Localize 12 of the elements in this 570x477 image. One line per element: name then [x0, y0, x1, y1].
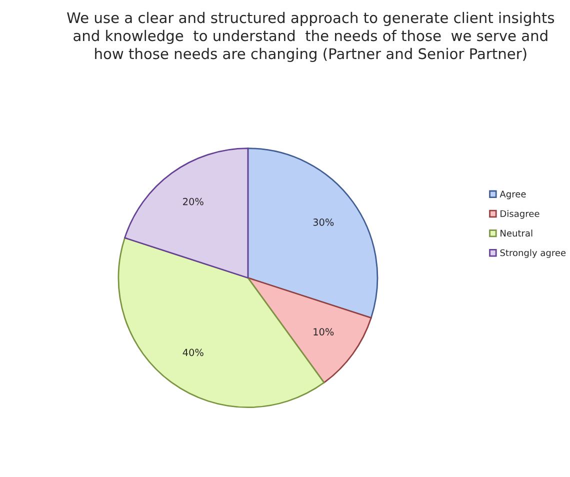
chart-title: We use a clear and structured approach to generate client insights and knowledge to understand the needs of those we serve and how those needs are changing (Partner and Senior Partner): [67, 12, 554, 62]
legend-label: Disagree: [500, 210, 540, 219]
legend-label: Neutral: [500, 230, 532, 237]
data-label: 10%: [314, 328, 334, 336]
pie-slice: [247, 148, 378, 319]
legend-label: Agree: [500, 190, 526, 200]
pie-slice: [124, 148, 249, 279]
pie-slice: [247, 277, 372, 384]
data-label: 40%: [182, 348, 204, 356]
data-label: 20%: [183, 198, 204, 206]
legend-label: Strongly agree: [500, 249, 566, 258]
data-label: 30%: [313, 218, 334, 226]
